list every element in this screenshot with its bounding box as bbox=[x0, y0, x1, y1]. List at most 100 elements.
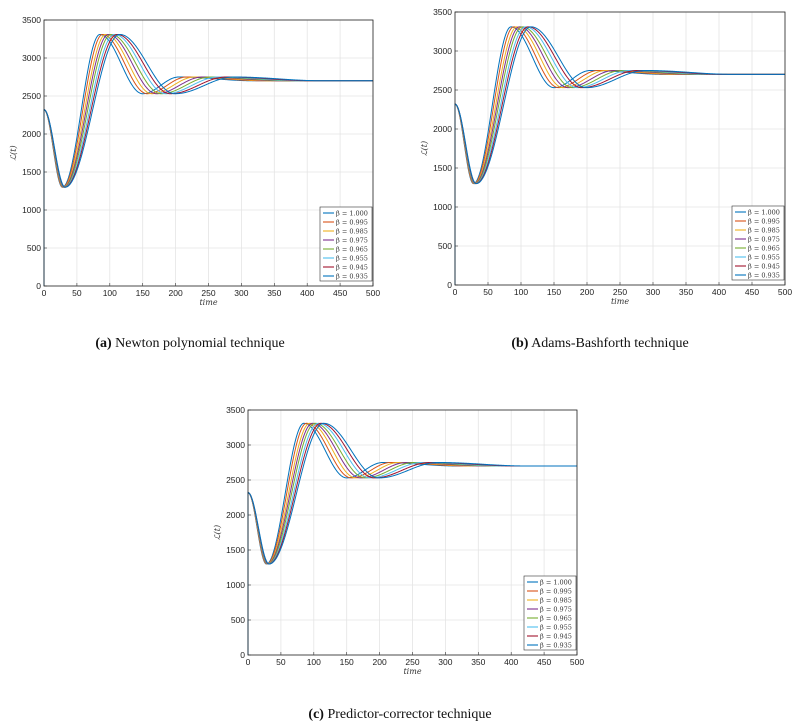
x-tick-label: 400 bbox=[504, 657, 518, 667]
y-tick-label: 500 bbox=[438, 241, 452, 251]
legend-label: β = 0.965 bbox=[336, 245, 368, 253]
legend-label: β = 0.985 bbox=[540, 596, 572, 604]
caption-text: Newton polynomial technique bbox=[112, 336, 285, 351]
legend-label: β = 0.945 bbox=[540, 632, 572, 640]
legend-label: β = 0.975 bbox=[748, 235, 780, 243]
x-tick-label: 250 bbox=[613, 287, 627, 297]
legend-label: β = 0.945 bbox=[336, 263, 368, 271]
y-tick-label: 2500 bbox=[22, 91, 41, 101]
x-tick-label: 250 bbox=[201, 288, 215, 298]
legend-label: β = 0.985 bbox=[748, 226, 780, 234]
y-axis-label: ℒ(t) bbox=[9, 145, 18, 160]
legend-box bbox=[523, 575, 577, 651]
y-tick-label: 3500 bbox=[226, 405, 245, 415]
y-tick-label: 0 bbox=[36, 281, 41, 291]
x-tick-label: 450 bbox=[537, 657, 551, 667]
x-tick-label: 300 bbox=[234, 288, 248, 298]
x-tick-label: 0 bbox=[42, 288, 47, 298]
legend-label: β = 0.995 bbox=[540, 587, 572, 595]
y-tick-label: 2000 bbox=[226, 510, 245, 520]
x-tick-label: 200 bbox=[169, 288, 183, 298]
legend-label: β = 0.985 bbox=[336, 227, 368, 235]
y-tick-label: 0 bbox=[240, 650, 245, 660]
y-tick-label: 0 bbox=[447, 280, 452, 290]
y-tick-label: 3000 bbox=[226, 440, 245, 450]
x-tick-label: 0 bbox=[246, 657, 251, 667]
x-tick-label: 150 bbox=[547, 287, 561, 297]
legend-label: β = 0.935 bbox=[748, 271, 780, 279]
legend-label: β = 0.935 bbox=[540, 641, 572, 649]
x-tick-label: 500 bbox=[778, 287, 792, 297]
y-tick-label: 3500 bbox=[22, 15, 41, 25]
y-tick-label: 1000 bbox=[226, 580, 245, 590]
x-tick-label: 100 bbox=[103, 288, 117, 298]
chart-b: 0 50 100 150 200 250 300 350 400 450 500 0 500 1000 15… bbox=[420, 7, 792, 351]
x-tick-label: 200 bbox=[373, 657, 387, 667]
figure-caption: (a) Newton polynomial technique bbox=[95, 336, 284, 351]
y-tick-label: 1500 bbox=[22, 167, 41, 177]
legend-box bbox=[319, 206, 373, 282]
caption-text: Predictor-corrector technique bbox=[324, 707, 492, 722]
x-tick-label: 350 bbox=[267, 288, 281, 298]
y-axis-label: ℒ(t) bbox=[420, 141, 429, 156]
legend-label: β = 1.000 bbox=[540, 578, 572, 586]
axes-box bbox=[247, 409, 578, 656]
y-tick-label: 2000 bbox=[22, 129, 41, 139]
y-tick-label: 3000 bbox=[433, 46, 452, 56]
legend-box bbox=[731, 205, 785, 281]
legend-label: β = 0.965 bbox=[540, 614, 572, 622]
legend-label: β = 0.955 bbox=[336, 254, 368, 262]
legend-label: β = 0.955 bbox=[540, 623, 572, 631]
chart-c: 0 50 100 150 200 250 300 350 400 450 500 0 500 1000 15… bbox=[213, 405, 584, 722]
caption-label: (a) bbox=[95, 336, 112, 351]
legend-label: β = 0.955 bbox=[748, 253, 780, 261]
legend-label: β = 0.995 bbox=[748, 217, 780, 225]
legend-label: β = 0.945 bbox=[748, 262, 780, 270]
x-tick-label: 100 bbox=[307, 657, 321, 667]
x-tick-label: 400 bbox=[300, 288, 314, 298]
legend-label: β = 0.935 bbox=[336, 272, 368, 280]
axes-box bbox=[454, 11, 786, 286]
y-tick-label: 1000 bbox=[22, 205, 41, 215]
x-axis-label: time bbox=[611, 297, 629, 306]
x-tick-label: 200 bbox=[580, 287, 594, 297]
figure-caption: (b) Adams-Bashforth technique bbox=[511, 336, 688, 351]
series-line-7 bbox=[43, 33, 373, 286]
y-tick-label: 3000 bbox=[22, 53, 41, 63]
y-tick-label: 2000 bbox=[433, 124, 452, 134]
y-axis-label: ℒ(t) bbox=[213, 525, 222, 540]
x-tick-label: 150 bbox=[340, 657, 354, 667]
legend-label: β = 1.000 bbox=[336, 209, 368, 217]
x-tick-label: 300 bbox=[438, 657, 452, 667]
x-tick-label: 400 bbox=[712, 287, 726, 297]
y-tick-label: 3500 bbox=[433, 7, 452, 17]
legend-label: β = 0.965 bbox=[748, 244, 780, 252]
y-tick-label: 500 bbox=[231, 615, 245, 625]
caption-label: (b) bbox=[511, 336, 528, 351]
y-tick-label: 2500 bbox=[433, 85, 452, 95]
x-tick-label: 350 bbox=[471, 657, 485, 667]
series-line-7 bbox=[454, 26, 785, 285]
x-axis-label: time bbox=[199, 298, 217, 307]
x-tick-label: 0 bbox=[453, 287, 458, 297]
chart-a: 0 50 100 150 200 250 300 350 400 450 500 0 500 1000 15… bbox=[9, 15, 380, 351]
y-tick-label: 2500 bbox=[226, 475, 245, 485]
x-tick-label: 500 bbox=[570, 657, 584, 667]
x-tick-label: 100 bbox=[514, 287, 528, 297]
x-tick-label: 150 bbox=[136, 288, 150, 298]
x-tick-label: 50 bbox=[276, 657, 286, 667]
legend-label: β = 0.995 bbox=[336, 218, 368, 226]
y-tick-label: 1500 bbox=[226, 545, 245, 555]
x-tick-label: 450 bbox=[745, 287, 759, 297]
x-tick-label: 300 bbox=[646, 287, 660, 297]
x-tick-label: 250 bbox=[405, 657, 419, 667]
x-axis-label: time bbox=[403, 667, 421, 676]
y-tick-label: 500 bbox=[27, 243, 41, 253]
x-tick-label: 50 bbox=[483, 287, 493, 297]
x-tick-label: 500 bbox=[366, 288, 380, 298]
y-tick-label: 1500 bbox=[433, 163, 452, 173]
